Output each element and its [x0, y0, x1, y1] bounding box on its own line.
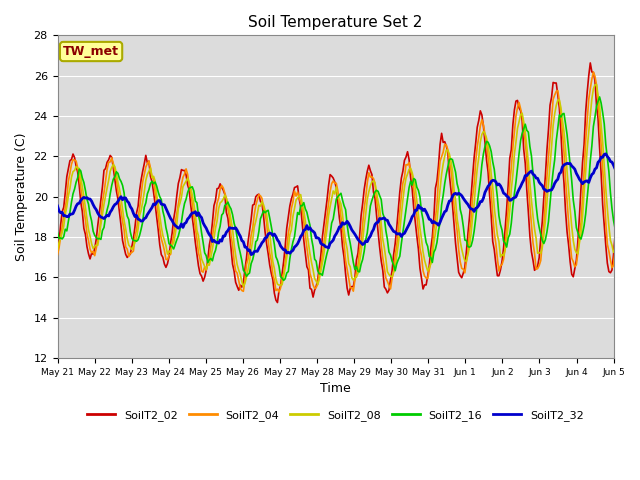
- Line: SoilT2_04: SoilT2_04: [58, 53, 640, 292]
- SoilT2_16: [633, 81, 640, 86]
- SoilT2_16: [280, 277, 287, 283]
- Text: TW_met: TW_met: [63, 45, 119, 58]
- SoilT2_32: [92, 207, 100, 213]
- Line: SoilT2_08: SoilT2_08: [58, 69, 640, 287]
- SoilT2_04: [360, 205, 368, 211]
- SoilT2_16: [360, 249, 368, 254]
- SoilT2_04: [566, 240, 574, 246]
- SoilT2_32: [639, 143, 640, 148]
- SoilT2_08: [360, 223, 368, 228]
- SoilT2_02: [74, 169, 81, 175]
- SoilT2_02: [92, 236, 100, 242]
- SoilT2_04: [275, 289, 283, 295]
- SoilT2_02: [625, 44, 633, 49]
- SoilT2_08: [239, 284, 247, 289]
- SoilT2_32: [566, 161, 574, 167]
- SoilT2_08: [566, 206, 574, 212]
- SoilT2_16: [478, 162, 486, 168]
- SoilT2_32: [74, 201, 81, 206]
- SoilT2_16: [74, 175, 81, 181]
- SoilT2_04: [478, 117, 486, 123]
- SoilT2_02: [566, 259, 574, 265]
- SoilT2_08: [630, 66, 637, 72]
- SoilT2_16: [92, 235, 100, 240]
- SoilT2_32: [54, 203, 61, 209]
- SoilT2_16: [54, 230, 61, 236]
- Y-axis label: Soil Temperature (C): Soil Temperature (C): [15, 132, 28, 261]
- SoilT2_08: [54, 247, 61, 252]
- SoilT2_02: [54, 244, 61, 250]
- SoilT2_04: [92, 246, 100, 252]
- SoilT2_04: [627, 50, 634, 56]
- X-axis label: Time: Time: [320, 382, 351, 395]
- SoilT2_32: [247, 252, 255, 257]
- SoilT2_04: [74, 165, 81, 170]
- SoilT2_02: [478, 112, 486, 118]
- SoilT2_04: [54, 252, 61, 258]
- SoilT2_08: [478, 132, 486, 137]
- Title: Soil Temperature Set 2: Soil Temperature Set 2: [248, 15, 423, 30]
- Legend: SoilT2_02, SoilT2_04, SoilT2_08, SoilT2_16, SoilT2_32: SoilT2_02, SoilT2_04, SoilT2_08, SoilT2_…: [83, 406, 588, 425]
- Line: SoilT2_32: SoilT2_32: [58, 145, 640, 254]
- SoilT2_08: [92, 242, 100, 248]
- SoilT2_02: [360, 187, 368, 192]
- SoilT2_02: [274, 300, 282, 305]
- SoilT2_32: [360, 240, 368, 246]
- Line: SoilT2_02: SoilT2_02: [58, 47, 640, 302]
- SoilT2_08: [74, 165, 81, 171]
- SoilT2_16: [566, 162, 574, 168]
- SoilT2_32: [478, 199, 486, 204]
- Line: SoilT2_16: SoilT2_16: [58, 84, 640, 280]
